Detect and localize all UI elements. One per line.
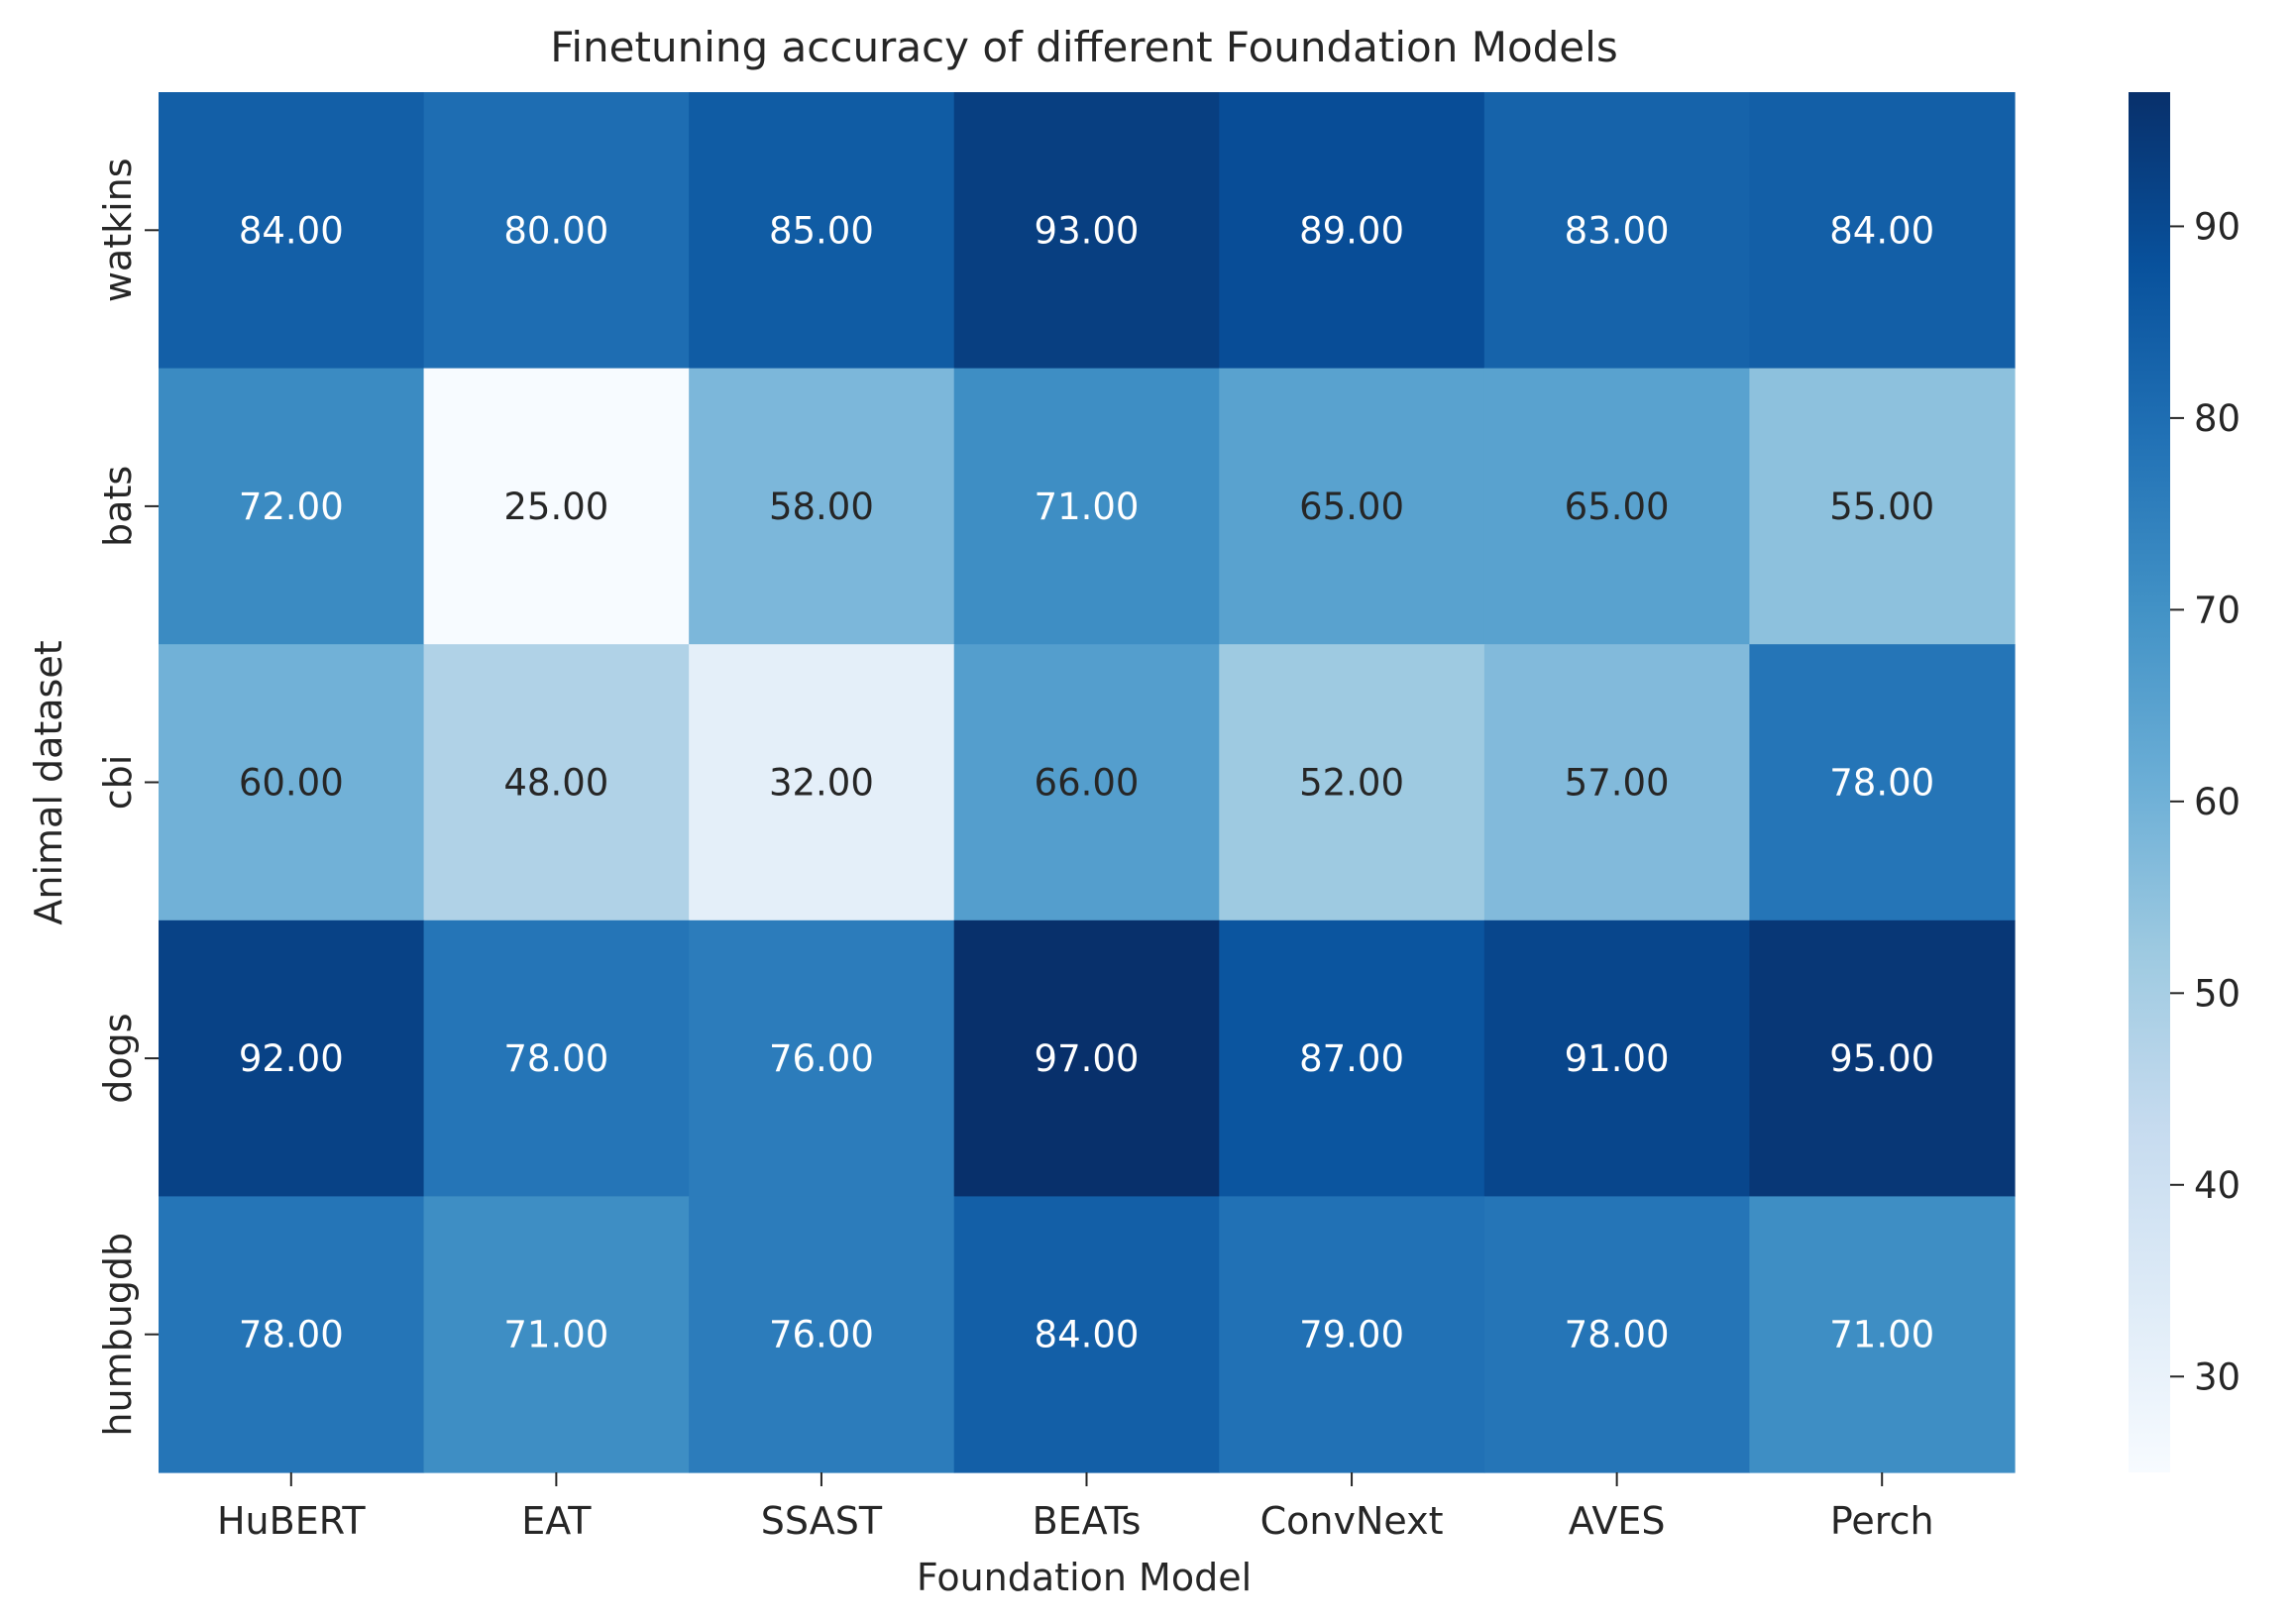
- x-tick-label: BEATs: [1033, 1499, 1142, 1543]
- cell-value-label: 93.00: [1035, 209, 1140, 252]
- cell-value-label: 84.00: [1035, 1314, 1140, 1356]
- x-tick-label: ConvNext: [1260, 1499, 1444, 1543]
- x-axis-label: Foundation Model: [917, 1556, 1252, 1599]
- colorbar-tick-label: 70: [2194, 589, 2241, 631]
- cell-value-label: 79.00: [1299, 1314, 1404, 1356]
- cell-value-label: 91.00: [1565, 1037, 1670, 1080]
- y-tick-label: watkins: [96, 158, 140, 302]
- x-tick-label: SSAST: [761, 1499, 883, 1543]
- cell-value-label: 71.00: [1035, 486, 1140, 528]
- heatmap-cell-humbugdb-ConvNext: [1219, 1196, 1485, 1473]
- cell-value-label: 76.00: [769, 1314, 874, 1356]
- heatmap-cell-dogs-BEATs: [953, 920, 1220, 1197]
- heatmap-cell-dogs-ConvNext: [1219, 920, 1485, 1197]
- heatmap-cell-cbi-ConvNext: [1219, 644, 1485, 921]
- heatmap-cell-cbi-EAT: [423, 644, 690, 921]
- heatmap-cell-dogs-EAT: [423, 920, 690, 1197]
- cell-value-label: 32.00: [769, 762, 874, 805]
- heatmap-cell-bats-SSAST: [689, 368, 955, 645]
- heatmap-cell-cbi-BEATs: [953, 644, 1220, 921]
- cell-value-label: 52.00: [1299, 762, 1404, 805]
- cell-value-label: 78.00: [239, 1314, 344, 1356]
- cell-value-label: 84.00: [1829, 209, 1934, 252]
- cell-value-labels: 84.00 80.00 85.00 93.00 89.00 83.00 84.00 72.00…: [239, 209, 1934, 1355]
- y-tick-label: dogs: [96, 1013, 140, 1103]
- cell-value-label: 92.00: [239, 1037, 344, 1080]
- cell-value-label: 72.00: [239, 486, 344, 528]
- colorbar-tick-label: 80: [2194, 397, 2241, 440]
- heatmap-cell-cbi-Perch: [1749, 644, 2016, 921]
- heatmap-cell-humbugdb-AVES: [1483, 1196, 1751, 1473]
- colorbar-tick-label: 60: [2194, 781, 2241, 823]
- heatmap-cell-watkins-Perch: [1749, 92, 2016, 370]
- colorbar-tick-label: 50: [2194, 972, 2241, 1015]
- heatmap-cell-humbugdb-EAT: [423, 1196, 690, 1473]
- cell-value-label: 78.00: [1565, 1314, 1670, 1356]
- heatmap-cell-humbugdb-SSAST: [689, 1196, 955, 1473]
- heatmap-cell-dogs-Perch: [1749, 920, 2016, 1197]
- y-axis: watkins bats cbi dogs humbugdb: [96, 158, 159, 1437]
- colorbar: 30 40 50 60 70 80 90: [2129, 92, 2241, 1472]
- colorbar-tick-label: 90: [2194, 205, 2241, 248]
- heatmap-cell-watkins-EAT: [423, 92, 690, 370]
- heatmap-cell-bats-AVES: [1483, 368, 1751, 645]
- heatmap-cell-dogs-HuBERT: [159, 920, 425, 1197]
- x-tick-label: EAT: [521, 1499, 592, 1543]
- cell-value-label: 71.00: [1829, 1314, 1934, 1356]
- heatmap-cell-bats-Perch: [1749, 368, 2016, 645]
- cell-value-label: 57.00: [1565, 762, 1670, 805]
- cell-value-label: 95.00: [1829, 1037, 1934, 1080]
- heatmap-cell-watkins-ConvNext: [1219, 92, 1485, 370]
- x-tick-label: HuBERT: [217, 1499, 366, 1543]
- heatmap-cell-cbi-HuBERT: [159, 644, 425, 921]
- cell-value-label: 78.00: [503, 1037, 608, 1080]
- colorbar-tick-label: 30: [2194, 1355, 2241, 1398]
- x-axis: HuBERT EAT SSAST BEATs ConvNext AVES Perch: [217, 1472, 1934, 1543]
- y-tick-label: humbugdb: [96, 1233, 140, 1437]
- cell-value-label: 58.00: [769, 486, 874, 528]
- heatmap-cell-watkins-HuBERT: [159, 92, 425, 370]
- heatmap-cell-humbugdb-HuBERT: [159, 1196, 425, 1473]
- colorbar-gradient: [2129, 92, 2170, 1472]
- cell-value-label: 25.00: [503, 486, 608, 528]
- heatmap-cell-cbi-SSAST: [689, 644, 955, 921]
- cell-value-label: 97.00: [1035, 1037, 1140, 1080]
- heatmap-cell-humbugdb-BEATs: [953, 1196, 1220, 1473]
- cell-value-label: 89.00: [1299, 209, 1404, 252]
- chart-title: Finetuning accuracy of different Foundat…: [550, 23, 1617, 71]
- cell-value-label: 71.00: [503, 1314, 608, 1356]
- cell-value-label: 48.00: [503, 762, 608, 805]
- cell-value-label: 76.00: [769, 1037, 874, 1080]
- heatmap-cell-watkins-BEATs: [953, 92, 1220, 370]
- cell-value-label: 80.00: [503, 209, 608, 252]
- cell-value-label: 85.00: [769, 209, 874, 252]
- y-axis-label: Animal dataset: [27, 640, 70, 924]
- heatmap-cell-dogs-AVES: [1483, 920, 1751, 1197]
- cell-value-label: 55.00: [1829, 486, 1934, 528]
- heatmap-cells: [159, 92, 2016, 1473]
- cell-value-label: 65.00: [1299, 486, 1404, 528]
- heatmap-cell-dogs-SSAST: [689, 920, 955, 1197]
- heatmap-cell-bats-BEATs: [953, 368, 1220, 645]
- cell-value-label: 87.00: [1299, 1037, 1404, 1080]
- x-tick-label: AVES: [1569, 1499, 1666, 1543]
- y-tick-label: cbi: [96, 755, 140, 811]
- cell-value-label: 84.00: [239, 209, 344, 252]
- cell-value-label: 60.00: [239, 762, 344, 805]
- heatmap-cell-bats-ConvNext: [1219, 368, 1485, 645]
- y-tick-label: bats: [96, 466, 140, 547]
- cell-value-label: 78.00: [1829, 762, 1934, 805]
- cell-value-label: 66.00: [1035, 762, 1140, 805]
- heatmap-cell-cbi-AVES: [1483, 644, 1751, 921]
- heatmap-cell-humbugdb-Perch: [1749, 1196, 2016, 1473]
- colorbar-tick-label: 40: [2194, 1164, 2241, 1207]
- heatmap-cell-watkins-SSAST: [689, 92, 955, 370]
- x-tick-label: Perch: [1830, 1499, 1934, 1543]
- heatmap-cell-bats-HuBERT: [159, 368, 425, 645]
- cell-value-label: 65.00: [1565, 486, 1670, 528]
- cell-value-label: 83.00: [1565, 209, 1670, 252]
- heatmap-cell-bats-EAT: [423, 368, 690, 645]
- heatmap-cell-watkins-AVES: [1483, 92, 1751, 370]
